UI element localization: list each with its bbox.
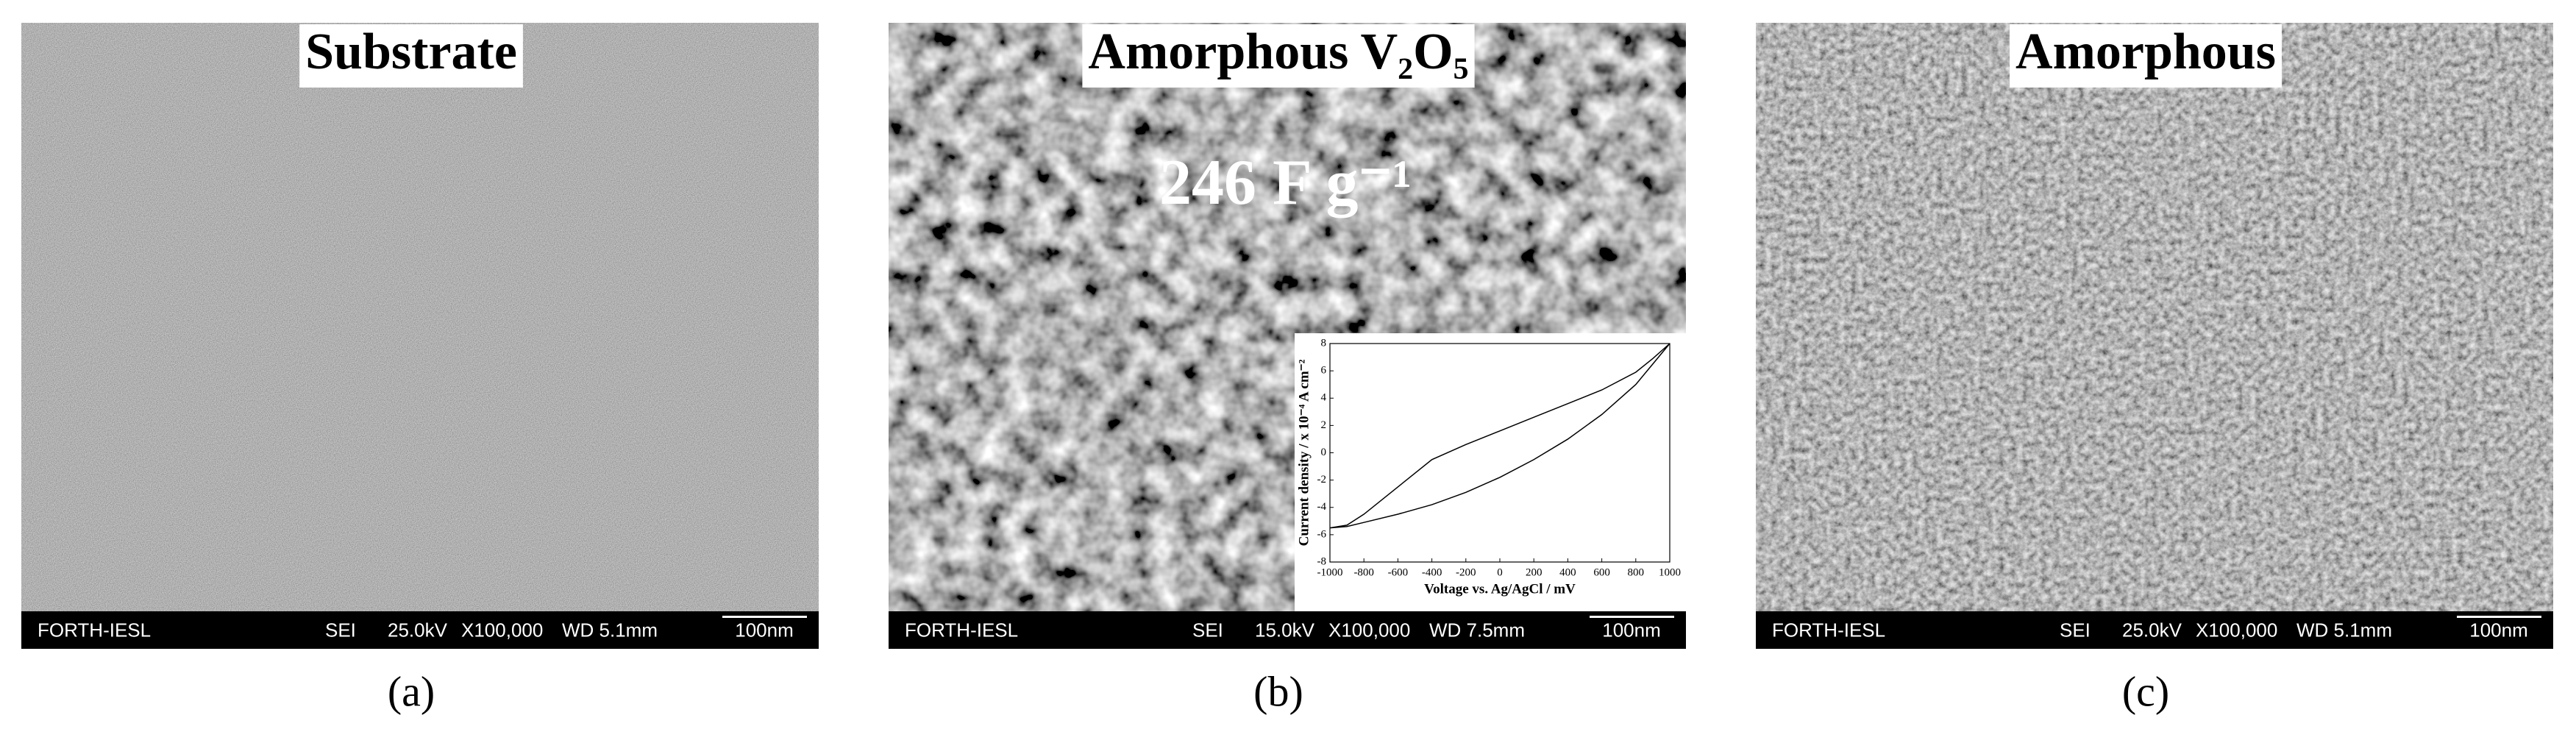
info-bar-text: FORTH-IESL xyxy=(38,619,151,641)
info-bar-text: WD 5.1mm xyxy=(562,619,658,641)
y-tick-label: 2 xyxy=(1321,419,1327,431)
info-bar-text: X100,000 xyxy=(2196,619,2277,641)
panel-label: (a) xyxy=(388,667,435,715)
panel-title: Amorphous xyxy=(2015,24,2276,80)
y-tick-label: -8 xyxy=(1317,555,1327,567)
info-bar-text: 15.0kV xyxy=(1255,619,1315,641)
scale-bar xyxy=(722,616,807,618)
info-bar-text: X100,000 xyxy=(461,619,543,641)
y-tick-label: 0 xyxy=(1321,447,1327,458)
info-bar-text: X100,000 xyxy=(1328,619,1410,641)
info-bar-text: SEI xyxy=(325,619,356,641)
info-bar-text: 100nm xyxy=(735,619,794,641)
y-tick-label: 8 xyxy=(1321,337,1327,349)
info-bar xyxy=(21,611,819,649)
y-tick-label: 6 xyxy=(1321,365,1327,377)
panel-title: Amorphous V₂O₅ xyxy=(1088,24,1468,80)
y-axis-label: Current density / x 10⁻⁴ A cm⁻² xyxy=(1296,359,1312,546)
panel-title: Substrate xyxy=(305,24,517,80)
panel-label: (c) xyxy=(2122,667,2169,715)
info-bar-text: 25.0kV xyxy=(2122,619,2182,641)
info-bar-text: SEI xyxy=(1192,619,1223,641)
info-bar-text: 25.0kV xyxy=(388,619,448,641)
sem-image xyxy=(1756,23,2553,611)
info-bar-text: FORTH-IESL xyxy=(905,619,1018,641)
x-tick-label: -800 xyxy=(1353,566,1374,578)
x-tick-label: -400 xyxy=(1422,566,1442,578)
x-tick-label: 0 xyxy=(1497,566,1503,578)
info-bar-text: SEI xyxy=(2060,619,2091,641)
x-tick-label: -1000 xyxy=(1317,566,1343,578)
x-tick-label: 400 xyxy=(1559,566,1576,578)
panel: FORTH-IESL SEI 25.0kV X100,000 WD 5.1mm 100nm… xyxy=(1756,23,2553,715)
x-tick-label: 200 xyxy=(1526,566,1543,578)
scale-bar xyxy=(2457,616,2541,618)
x-tick-label: -200 xyxy=(1456,566,1476,578)
title-box xyxy=(2010,24,2282,88)
info-bar xyxy=(889,611,1686,649)
y-tick-label: -6 xyxy=(1317,528,1327,540)
sem-image xyxy=(21,23,819,611)
info-bar-text: 100nm xyxy=(2469,619,2528,641)
info-bar-text: WD 5.1mm xyxy=(2296,619,2392,641)
y-tick-label: -2 xyxy=(1317,474,1327,486)
inset-chart: -8 -6 -4 -2 0 2 4 6 8 -1000 -800 -600 -400 -200 0 200 40… xyxy=(1295,333,1686,611)
info-bar-text: WD 7.5mm xyxy=(1429,619,1525,641)
x-tick-label: 1000 xyxy=(1659,566,1681,578)
panel: FORTH-IESL SEI 25.0kV X100,000 WD 5.1mm 100nm… xyxy=(21,23,819,715)
x-tick-label: 800 xyxy=(1628,566,1645,578)
x-tick-label: 600 xyxy=(1593,566,1610,578)
info-bar xyxy=(1756,611,2553,649)
info-bar-text: FORTH-IESL xyxy=(1772,619,1885,641)
info-bar-text: 100nm xyxy=(1602,619,1661,641)
annotation: 246 F g⁻¹ xyxy=(1159,147,1412,218)
title-box xyxy=(299,24,523,88)
y-tick-label: 4 xyxy=(1321,392,1327,404)
x-axis-label: Voltage vs. Ag/AgCl / mV xyxy=(1424,581,1576,597)
panel-label: (b) xyxy=(1253,667,1303,715)
cv-curve xyxy=(1329,343,1671,529)
title-box xyxy=(1082,24,1475,88)
scale-bar xyxy=(1590,616,1674,618)
x-tick-label: -600 xyxy=(1388,566,1409,578)
y-tick-label: -4 xyxy=(1317,501,1327,513)
